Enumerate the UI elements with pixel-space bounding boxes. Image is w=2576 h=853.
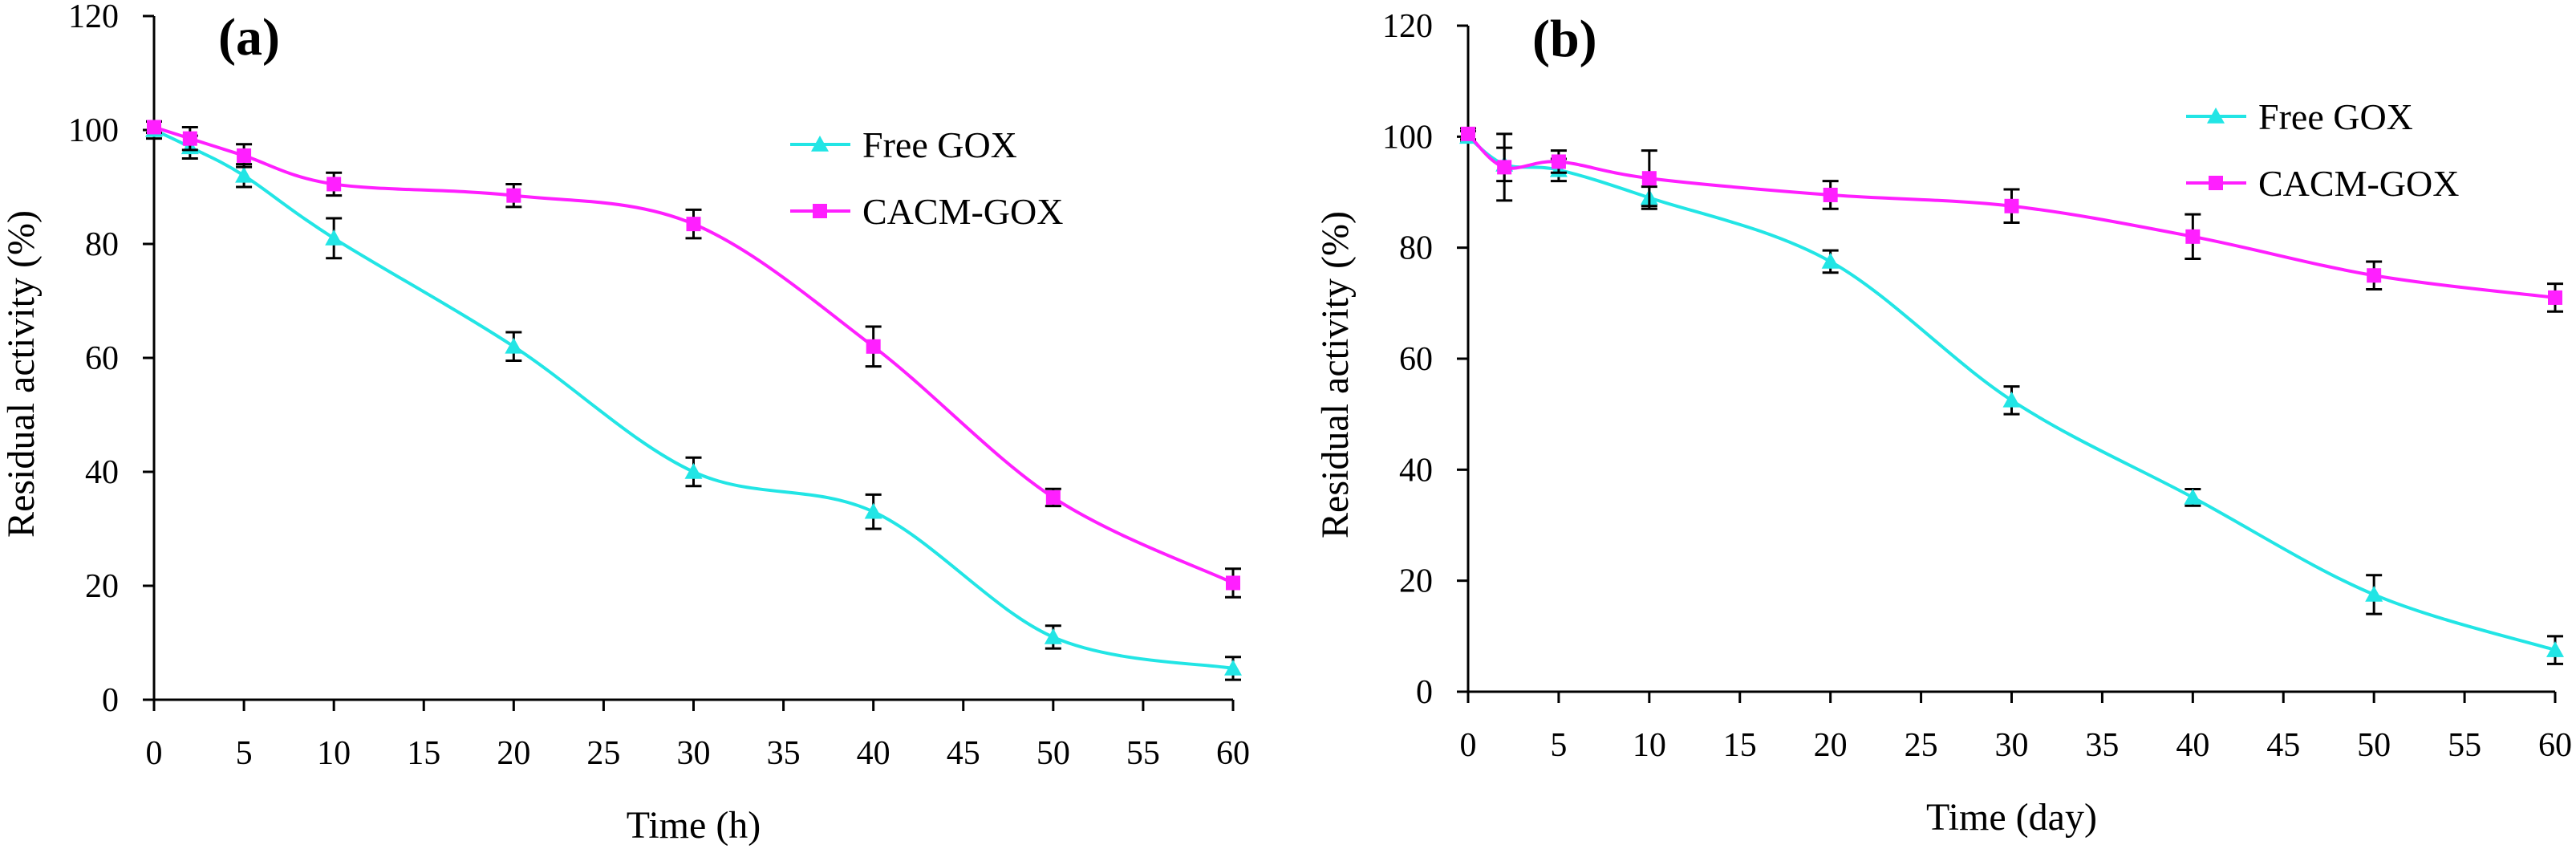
x-tick-label: 50 [1036,735,1070,772]
data-point [506,188,521,203]
x-tick-label: 0 [146,735,163,772]
legend-marker [811,136,829,152]
data-point [1641,171,1657,186]
y-tick-label: 20 [1399,563,1433,600]
x-tick-label: 5 [236,735,253,772]
data-point [1045,489,1061,505]
y-tick-label: 0 [1416,674,1433,711]
data-point [2184,488,2202,505]
legend-entry: Free GOX [790,124,1017,165]
x-tick-label: 35 [767,735,801,772]
legend-entry: Free GOX [2186,96,2413,137]
x-tick-label: 45 [2266,727,2300,764]
data-point [2185,229,2201,244]
legend-label: CACM-GOX [2258,163,2459,204]
legend-label: Free GOX [2258,96,2413,137]
data-point [686,217,701,232]
panel-label-a: (a) [218,8,280,67]
x-tick-label: 0 [1460,727,1477,764]
x-tick-label: 50 [2357,727,2391,764]
y-axis-title: Residual activity (%) [1314,211,1357,538]
y-tick-label: 100 [1382,119,1433,156]
panel-label-b: (b) [1532,10,1597,68]
x-tick-label: 40 [2176,727,2209,764]
x-tick-label: 60 [1216,735,1250,772]
y-tick-label: 120 [1382,8,1433,45]
x-tick-label: 60 [2538,727,2572,764]
x-tick-label: 55 [2448,727,2481,764]
data-point [325,229,343,246]
y-tick-label: 40 [1399,452,1433,489]
x-tick-label: 20 [1814,727,1848,764]
data-point [1551,154,1566,169]
x-tick-label: 25 [1905,727,1938,764]
data-point [505,337,523,354]
x-tick-label: 20 [497,735,530,772]
data-point [864,502,882,519]
x-tick-label: 30 [677,735,711,772]
x-tick-label: 45 [947,735,980,772]
x-tick-label: 5 [1550,727,1567,764]
series-line [153,125,1234,585]
series-free-gox [145,120,1242,681]
legend-marker [2209,176,2223,190]
y-tick-label: 80 [85,226,119,263]
y-tick-label: 80 [1399,230,1433,267]
legend-entry: CACM-GOX [790,191,1063,232]
x-tick-label: 35 [2085,727,2119,764]
data-point [2002,391,2021,408]
legend-marker [2207,108,2225,124]
data-point [1821,252,1840,269]
data-point [684,463,703,479]
data-point [1461,126,1475,141]
data-point [2546,641,2564,657]
data-point [327,177,342,192]
data-point [1044,628,1062,644]
y-tick-label: 120 [68,0,119,35]
legend-entry: CACM-GOX [2186,163,2459,204]
series-cacm-gox [1460,126,2563,313]
y-axis-title: Residual activity (%) [0,210,43,538]
x-tick-label: 25 [586,735,620,772]
legend-marker [813,204,827,218]
y-tick-label: 20 [85,568,119,605]
data-point [235,166,254,183]
x-axis-title: Time (day) [1926,796,2097,839]
x-tick-label: 10 [317,735,351,772]
x-tick-label: 15 [1723,727,1757,764]
y-tick-label: 60 [85,340,119,377]
x-axis-title: Time (h) [627,804,761,847]
series-cacm-gox [146,120,1241,599]
y-tick-label: 60 [1399,341,1433,378]
legend-label: CACM-GOX [862,191,1063,232]
x-tick-label: 10 [1633,727,1666,764]
legend-label: Free GOX [862,124,1017,165]
x-tick-label: 15 [407,735,440,772]
data-point [182,131,197,146]
chart-panel-b: (b) 0 20 40 60 80 100 120 0 5 10 15 20 25 30 35 40 45 50 5… [1314,8,2572,839]
x-tick-label: 30 [1995,727,2029,764]
data-point [147,120,161,135]
y-tick-label: 100 [68,112,119,149]
data-point [866,339,881,354]
data-point [2365,585,2383,602]
data-point [2367,268,2382,283]
data-point [237,148,252,163]
data-point [2004,198,2019,213]
data-point [1823,187,1838,202]
chart-panel-a: (a) 0 20 40 60 80 100 120 0 5 10 15 20 25 30 35 40 45 50 5… [0,0,1250,847]
data-point [2548,290,2562,305]
data-point [1226,575,1240,591]
data-point [1497,160,1512,175]
x-tick-label: 55 [1126,735,1160,772]
y-tick-label: 0 [102,682,119,719]
data-point [1224,659,1242,676]
y-tick-label: 40 [85,454,119,491]
x-tick-label: 40 [857,735,890,772]
